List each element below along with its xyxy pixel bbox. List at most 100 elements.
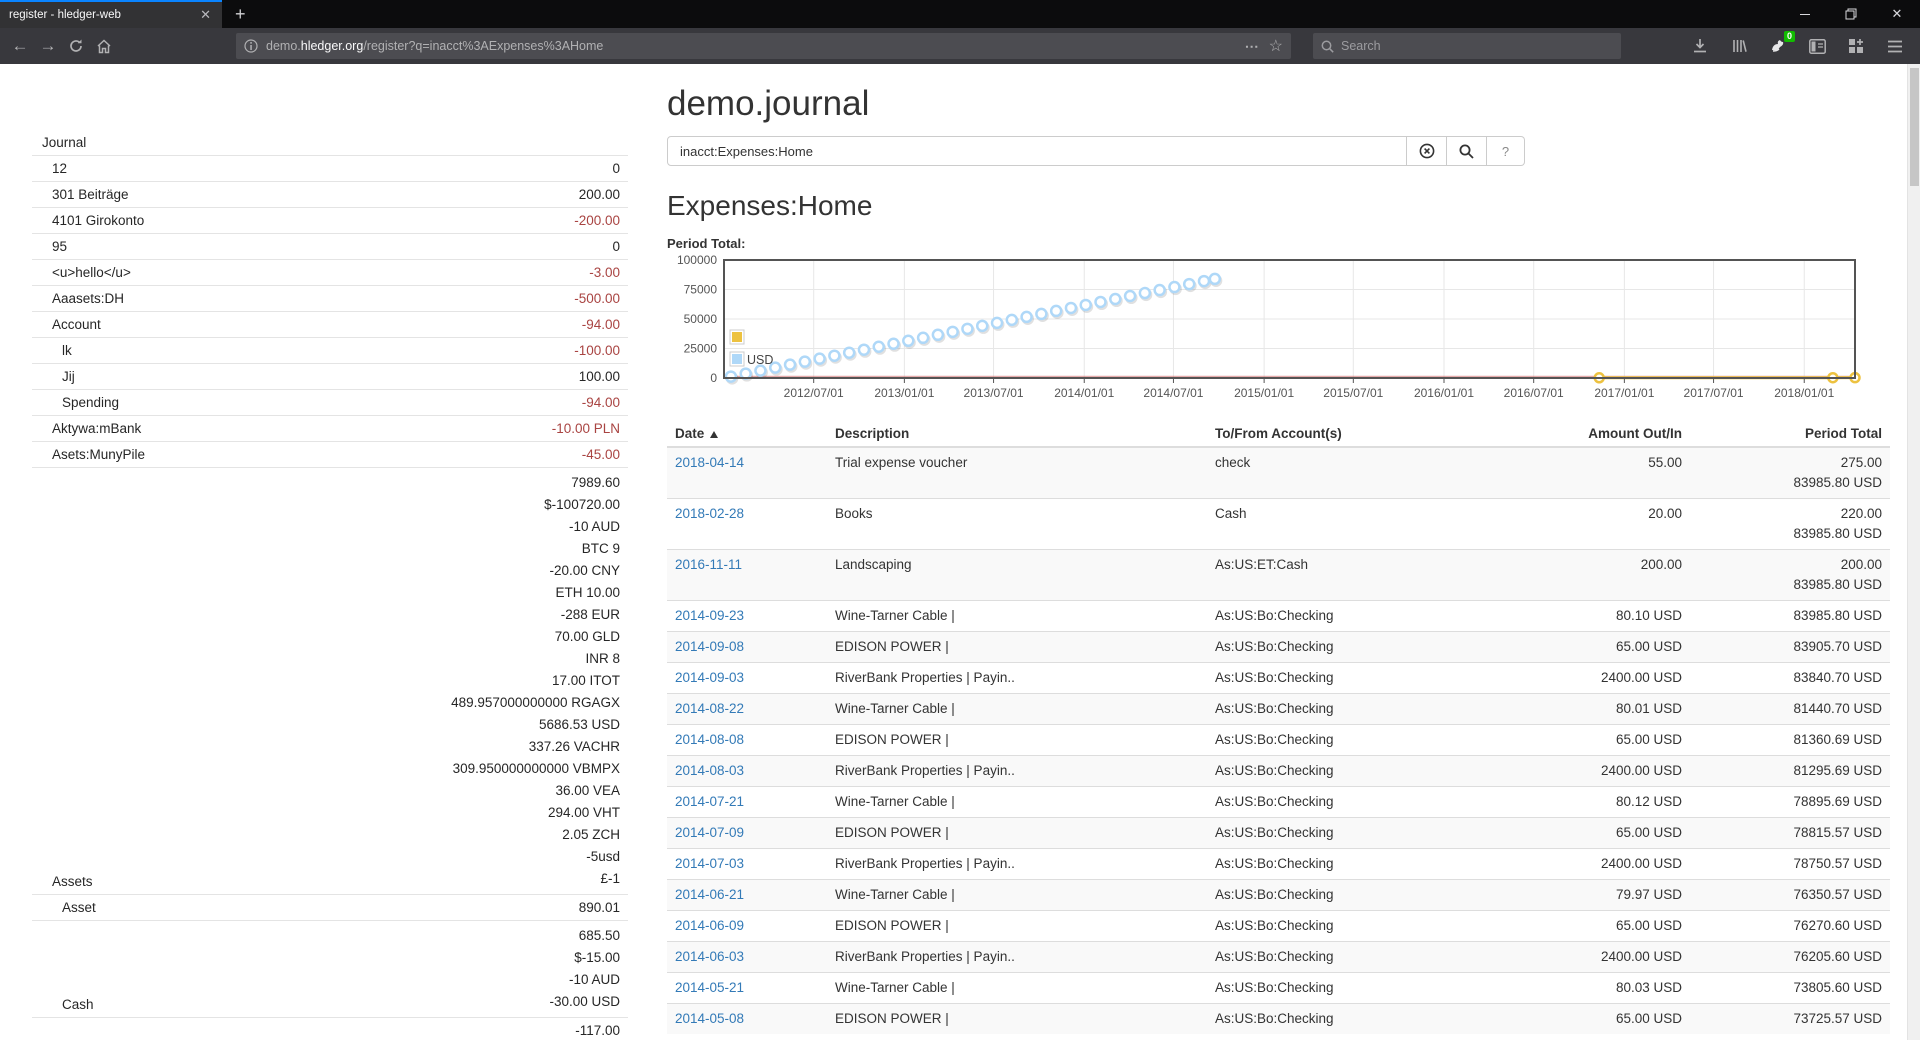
balance-amount: 489.957000000000 RGAGX [451, 695, 620, 710]
account-balance: 0 [612, 238, 620, 255]
balance-amount: -20.00 CNY [549, 563, 620, 578]
balance-amount: -10.00 PLN [551, 421, 620, 436]
sidebar-account-link[interactable]: Cash [62, 997, 94, 1012]
sidebar-account-row: Asets:MunyPile -45.00 [32, 442, 628, 468]
register-description-cell: RiverBank Properties | Payin.. [827, 848, 1207, 880]
help-button[interactable]: ? [1487, 136, 1525, 166]
extension-bird-icon[interactable]: 0 [1767, 31, 1795, 57]
transaction-date-link[interactable]: 2014-08-22 [675, 701, 745, 716]
browser-search-bar[interactable]: Search [1313, 33, 1621, 59]
account-balance: 0 [612, 160, 620, 177]
back-button[interactable]: ← [11, 36, 29, 55]
sidebar-account-link[interactable]: Asset [62, 900, 96, 915]
register-account-cell: As:US:Bo:Checking [1207, 662, 1537, 694]
clear-search-button[interactable] [1407, 136, 1447, 166]
sidebar-account-link[interactable]: lk [62, 343, 72, 358]
register-description-cell: Books [827, 498, 1207, 550]
address-bar[interactable]: demo.hledger.org/register?q=inacct%3AExp… [236, 33, 1291, 59]
sidebar-account-link[interactable]: 12 [52, 161, 68, 176]
transaction-date-link[interactable]: 2014-05-08 [675, 1011, 745, 1026]
register-amount-cell: 2400.00 USD [1537, 755, 1690, 787]
forward-button[interactable]: → [39, 36, 57, 55]
page-actions-icon[interactable]: ⋯ [1244, 37, 1259, 54]
column-header-description: Description [827, 421, 1207, 448]
register-amount-cell: 55.00 [1537, 446, 1690, 499]
sidebar-account-link[interactable]: Spending [62, 395, 120, 410]
query-input[interactable] [667, 136, 1407, 166]
account-balance: 200.00 [579, 186, 620, 203]
register-row: 2014-08-08 EDISON POWER | As:US:Bo:Checkin… [667, 724, 1890, 756]
scrollbar-thumb[interactable] [1910, 68, 1919, 186]
sidebar-account-link[interactable]: Account [52, 317, 101, 332]
site-info-icon[interactable] [244, 39, 258, 53]
minimize-button[interactable] [1782, 0, 1828, 28]
new-tab-button[interactable]: + [235, 3, 246, 24]
tab-close-icon[interactable]: ✕ [200, 7, 211, 22]
sidebar-account-link[interactable]: Aaasets:DH [52, 291, 125, 306]
account-balance: 7989.60 $-100720.00 -10 AUD BTC 9 -20.00 CNY… [451, 472, 620, 890]
sort-ascending-icon [710, 431, 719, 438]
sidebar-account-link[interactable]: Assets [52, 874, 93, 889]
sidebar-account-link[interactable]: Aktywa:mBank [52, 421, 142, 436]
downloads-icon[interactable] [1689, 35, 1711, 57]
sidebar-account-row: 95 0 [32, 234, 628, 260]
search-submit-button[interactable] [1447, 136, 1487, 166]
transaction-date-link[interactable]: 2014-09-23 [675, 608, 745, 623]
library-icon[interactable] [1728, 35, 1750, 57]
sidebar-toggle-icon[interactable] [1806, 35, 1828, 57]
register-amount-cell: 2400.00 USD [1537, 848, 1690, 880]
sidebar-account-link[interactable]: 301 Beiträge [52, 187, 129, 202]
extensions-grid-icon[interactable] [1845, 35, 1867, 57]
sidebar-account-link[interactable]: 4101 Girokonto [52, 213, 145, 228]
register-table: Date Description To/From Account(s) Amou… [667, 421, 1890, 1034]
transaction-date-link[interactable]: 2018-02-28 [675, 506, 745, 521]
transaction-date-link[interactable]: 2014-06-03 [675, 949, 745, 964]
sidebar-account-link[interactable]: Journal [42, 135, 87, 150]
transaction-date-link[interactable]: 2014-07-03 [675, 856, 745, 871]
register-description-cell: EDISON POWER | [827, 1003, 1207, 1034]
transaction-date-link[interactable]: 2016-11-11 [675, 557, 743, 572]
svg-text:2016/07/01: 2016/07/01 [1504, 386, 1564, 400]
transaction-date-link[interactable]: 2014-06-21 [675, 887, 745, 902]
transaction-date-link[interactable]: 2014-07-09 [675, 825, 745, 840]
register-header-row: Date Description To/From Account(s) Amou… [667, 421, 1890, 448]
transaction-date-link[interactable]: 2014-06-09 [675, 918, 745, 933]
restore-button[interactable] [1828, 0, 1874, 28]
home-button[interactable] [90, 32, 118, 60]
bookmark-star-icon[interactable]: ☆ [1268, 38, 1283, 55]
register-account-cell: As:US:Bo:Checking [1207, 786, 1537, 818]
balance-amount: -200.00 [574, 213, 620, 228]
transaction-date-link[interactable]: 2018-04-14 [675, 455, 745, 470]
browser-tab[interactable]: register - hledger-web ✕ [0, 0, 222, 28]
sidebar-account-link[interactable]: 95 [52, 239, 68, 254]
register-description-cell: EDISON POWER | [827, 724, 1207, 756]
register-description-cell: RiverBank Properties | Payin.. [827, 941, 1207, 973]
sidebar-account-link[interactable]: Jij [62, 369, 75, 384]
close-window-button[interactable]: ✕ [1891, 6, 1903, 21]
transaction-date-link[interactable]: 2014-09-03 [675, 670, 745, 685]
transaction-date-link[interactable]: 2014-08-08 [675, 732, 745, 747]
register-total-cell: 81360.69 USD [1690, 724, 1890, 756]
column-header-date[interactable]: Date [667, 421, 827, 448]
register-date-cell: 2014-06-03 [667, 941, 827, 973]
page-scrollbar[interactable] [1907, 64, 1920, 1040]
register-account-cell: check [1207, 446, 1537, 499]
register-total-cell: 83905.70 USD [1690, 631, 1890, 663]
menu-hamburger-icon[interactable] [1884, 35, 1906, 57]
transaction-date-link[interactable]: 2014-07-21 [675, 794, 745, 809]
reload-button[interactable] [62, 32, 90, 60]
register-account-cell: As:US:Bo:Checking [1207, 631, 1537, 663]
transaction-date-link[interactable]: 2014-09-08 [675, 639, 745, 654]
register-row: 2014-09-08 EDISON POWER | As:US:Bo:Checkin… [667, 631, 1890, 663]
column-header-amount: Amount Out/In [1537, 421, 1690, 448]
sidebar-account-row: Account -94.00 [32, 312, 628, 338]
sidebar-account-link[interactable]: <u>hello</u> [52, 265, 131, 280]
svg-text:2016/01/01: 2016/01/01 [1414, 386, 1474, 400]
balance-amount: -500.00 [574, 291, 620, 306]
transaction-date-link[interactable]: 2014-05-21 [675, 980, 745, 995]
balance-amount: -94.00 [581, 395, 620, 410]
period-total-amount: 200.00 [1840, 557, 1882, 572]
period-total-chart[interactable]: 2012/07/01 2013/01/01 2013/07/01 2014/01/01… [667, 253, 1890, 407]
sidebar-account-link[interactable]: Asets:MunyPile [52, 447, 146, 462]
transaction-date-link[interactable]: 2014-08-03 [675, 763, 745, 778]
